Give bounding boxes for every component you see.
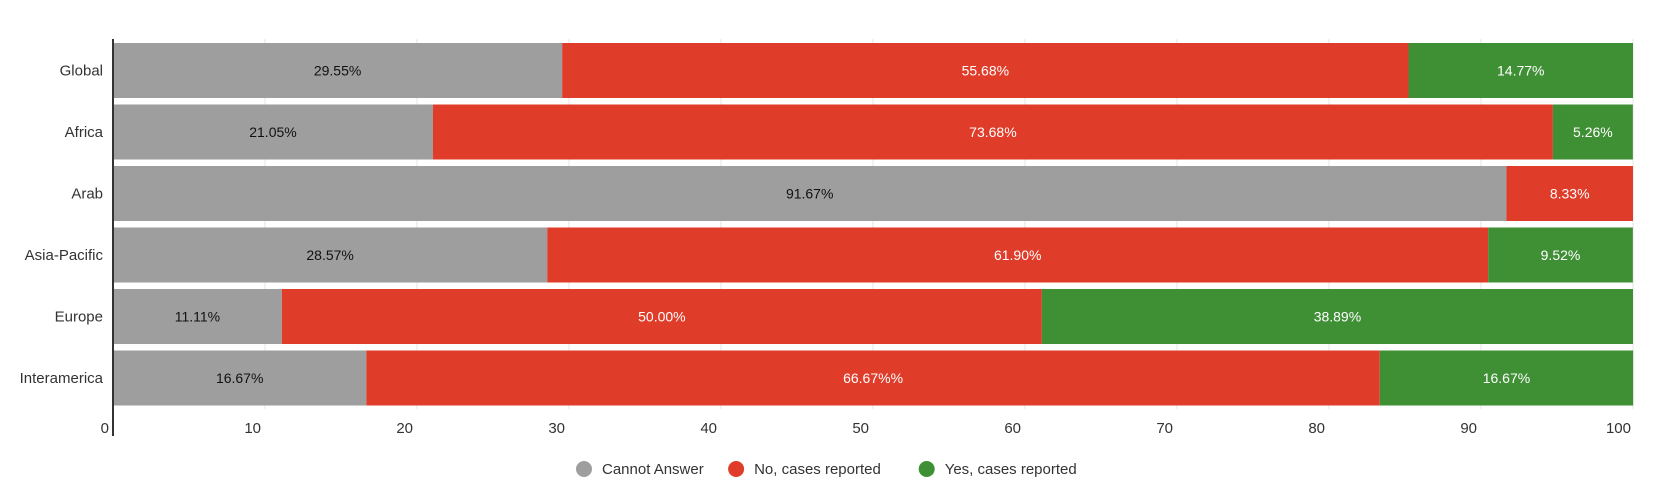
category-label-africa: Africa	[65, 124, 104, 141]
bar-label-global-cannot-answer: 29.55%	[314, 63, 361, 79]
bar-global-cannot-answer	[113, 43, 563, 98]
gridlines	[264, 39, 1634, 409]
bar-africa-yes-cases-reported	[1552, 104, 1633, 160]
x-tick-label-40: 40	[700, 420, 717, 437]
bar-global-yes-cases-reported	[1408, 43, 1633, 98]
bar-labels: 29.55% 55.68% 14.77% 21.05% 73.68% 5.26% 91.67…	[175, 63, 1613, 387]
bar-africa-cannot-answer	[113, 104, 433, 160]
bar-interamerica-no-cases-reported	[366, 350, 1380, 406]
x-tick-label-20: 20	[396, 420, 413, 437]
bar-label-interamerica-no-cases-reported: 66.67%%	[843, 370, 903, 386]
bar-asia-pacific-no-cases-reported	[547, 227, 1489, 283]
bar-label-africa-no-cases-reported: 73.68%	[969, 124, 1016, 140]
bar-label-arab-cannot-answer: 91.67%	[786, 186, 833, 202]
x-tick-label-100: 100	[1606, 420, 1631, 437]
bar-label-asia-pacific-no-cases-reported: 61.90%	[994, 247, 1041, 263]
bar-arab-no-cases-reported	[1506, 166, 1633, 221]
bar-label-europe-yes-cases-reported: 38.89%	[1314, 309, 1361, 325]
bar-label-europe-cannot-answer: 11.11%	[175, 309, 220, 325]
bar-label-asia-pacific-cannot-answer: 28.57%	[306, 247, 353, 263]
category-label-asia-pacific: Asia-Pacific	[25, 247, 104, 264]
bar-label-africa-yes-cases-reported: 5.26%	[1573, 124, 1613, 140]
legend-label-no-cases-reported: No, cases reported	[754, 461, 881, 478]
bar-label-interamerica-yes-cases-reported: 16.67%	[1483, 370, 1530, 386]
bar-arab-cannot-answer	[113, 166, 1507, 221]
legend-label-cannot-answer: Cannot Answer	[602, 461, 704, 478]
bar-asia-pacific-yes-cases-reported	[1488, 227, 1633, 283]
x-tick-label-80: 80	[1308, 420, 1325, 437]
bar-label-global-no-cases-reported: 55.68%	[962, 63, 1009, 79]
bar-label-europe-no-cases-reported: 50.00%	[638, 309, 685, 325]
legend: Cannot Answer No, cases reported Yes, case…	[576, 461, 1077, 478]
bar-global-no-cases-reported	[562, 43, 1409, 98]
category-label-interamerica: Interamerica	[20, 370, 104, 387]
x-tick-label-50: 50	[852, 420, 869, 437]
x-tick-label-90: 90	[1460, 420, 1477, 437]
x-axis-ticks: 0 10 20 30 40 50 60 70 80 90 100	[101, 420, 1631, 437]
legend-label-yes-cases-reported: Yes, cases reported	[945, 461, 1077, 478]
bar-label-global-yes-cases-reported: 14.77%	[1497, 63, 1544, 79]
bar-europe-yes-cases-reported	[1041, 289, 1633, 344]
bar-africa-no-cases-reported	[432, 104, 1553, 160]
bar-label-asia-pacific-yes-cases-reported: 9.52%	[1541, 247, 1581, 263]
category-label-europe: Europe	[55, 309, 103, 326]
legend-swatch-yes-cases-reported	[918, 461, 935, 477]
bar-asia-pacific-cannot-answer	[113, 227, 548, 283]
category-label-global: Global	[60, 63, 103, 80]
bar-interamerica-yes-cases-reported	[1379, 350, 1634, 406]
legend-swatch-no-cases-reported	[728, 461, 745, 477]
x-tick-label-60: 60	[1004, 420, 1021, 437]
x-tick-label-30: 30	[548, 420, 565, 437]
bar-label-interamerica-cannot-answer: 16.67%	[216, 370, 263, 386]
bars	[113, 43, 1634, 406]
bar-label-africa-cannot-answer: 21.05%	[249, 124, 296, 140]
bar-europe-no-cases-reported	[281, 289, 1042, 344]
category-label-arab: Arab	[71, 186, 103, 203]
bar-europe-cannot-answer	[113, 289, 282, 344]
legend-swatch-cannot-answer	[576, 461, 592, 477]
category-labels: Global Africa Arab Asia-Pacific Europe Intera…	[20, 63, 104, 388]
x-tick-label-10: 10	[244, 420, 261, 437]
x-tick-label-0: 0	[101, 420, 109, 437]
bar-interamerica-cannot-answer	[113, 350, 367, 406]
bar-label-arab-no-cases-reported: 8.33%	[1550, 186, 1590, 202]
x-tick-label-70: 70	[1156, 420, 1173, 437]
